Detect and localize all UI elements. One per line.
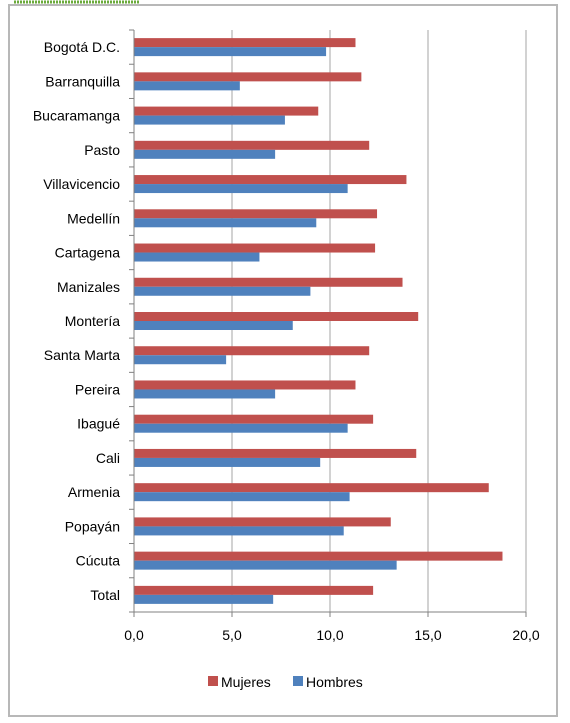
- bar-hombres: [134, 457, 321, 467]
- bar-hombres: [134, 560, 397, 570]
- bar-mujeres: [134, 346, 370, 356]
- bar-hombres: [134, 594, 274, 604]
- category-label: Manizales: [57, 279, 120, 295]
- bar-mujeres: [134, 448, 417, 458]
- x-tick-label: 10,0: [316, 627, 343, 643]
- bar-hombres: [134, 184, 348, 194]
- bar-mujeres: [134, 277, 403, 287]
- bar-hombres: [134, 286, 311, 296]
- category-label: Pasto: [84, 142, 120, 158]
- category-labels: Bogotá D.C. Barranquilla Bucaramanga Pasto V…: [33, 39, 120, 603]
- bar-mujeres: [134, 414, 374, 424]
- bar-hombres: [134, 218, 317, 228]
- bar-hombres: [134, 526, 344, 536]
- bar-hombres: [134, 321, 293, 330]
- x-tick-label: 15,0: [414, 627, 441, 643]
- legend-label-mujeres: Mujeres: [221, 674, 271, 690]
- bar-hombres: [134, 252, 260, 262]
- bar-hombres: [134, 115, 285, 125]
- bar-hombres: [134, 149, 276, 159]
- x-tick-label: 0,0: [124, 627, 144, 643]
- top-decoration: [14, 0, 140, 4]
- category-label: Popayán: [65, 518, 120, 534]
- x-tick-labels: 0,0 5,0 10,0 15,0 20,0: [124, 627, 540, 643]
- category-label: Cali: [96, 450, 120, 466]
- category-label: Montería: [65, 313, 120, 329]
- bar-mujeres: [134, 175, 407, 185]
- bar-hombres: [134, 389, 276, 399]
- bar-mujeres: [134, 585, 374, 595]
- legend: Mujeres Hombres: [208, 674, 363, 690]
- category-label: Santa Marta: [44, 347, 120, 363]
- bar-hombres: [134, 492, 350, 502]
- bar-mujeres: [134, 380, 356, 390]
- bar-mujeres: [134, 243, 376, 253]
- bar-hombres: [134, 355, 227, 365]
- bar-hombres: [134, 423, 348, 433]
- category-label: Villavicencio: [43, 176, 120, 192]
- bar-mujeres: [134, 551, 503, 561]
- category-label: Cartagena: [55, 245, 121, 261]
- bar-mujeres: [134, 38, 356, 48]
- bar-mujeres: [134, 312, 419, 321]
- axes: [129, 29, 527, 617]
- category-label: Total: [90, 587, 120, 603]
- x-tick-label: 20,0: [512, 627, 539, 643]
- bar-mujeres: [134, 209, 378, 219]
- category-label: Armenia: [68, 484, 120, 500]
- category-label: Bucaramanga: [33, 108, 120, 124]
- bar-mujeres: [134, 483, 489, 493]
- category-label: Ibagué: [77, 416, 120, 432]
- category-label: Barranquilla: [45, 73, 120, 89]
- legend-swatch-mujeres: [208, 676, 218, 686]
- category-label: Cúcuta: [76, 553, 121, 569]
- category-label: Medellín: [67, 210, 120, 226]
- bar-mujeres: [134, 72, 362, 82]
- x-tick-label: 5,0: [222, 627, 242, 643]
- bar-mujeres: [134, 517, 391, 527]
- category-label: Bogotá D.C.: [44, 39, 120, 55]
- bar-hombres: [134, 81, 240, 91]
- legend-swatch-hombres: [293, 676, 303, 686]
- bar-mujeres: [134, 106, 319, 116]
- legend-label-hombres: Hombres: [306, 674, 363, 690]
- bar-hombres: [134, 47, 327, 57]
- bars: [134, 38, 503, 604]
- bar-mujeres: [134, 140, 370, 150]
- category-label: Pereira: [75, 381, 120, 397]
